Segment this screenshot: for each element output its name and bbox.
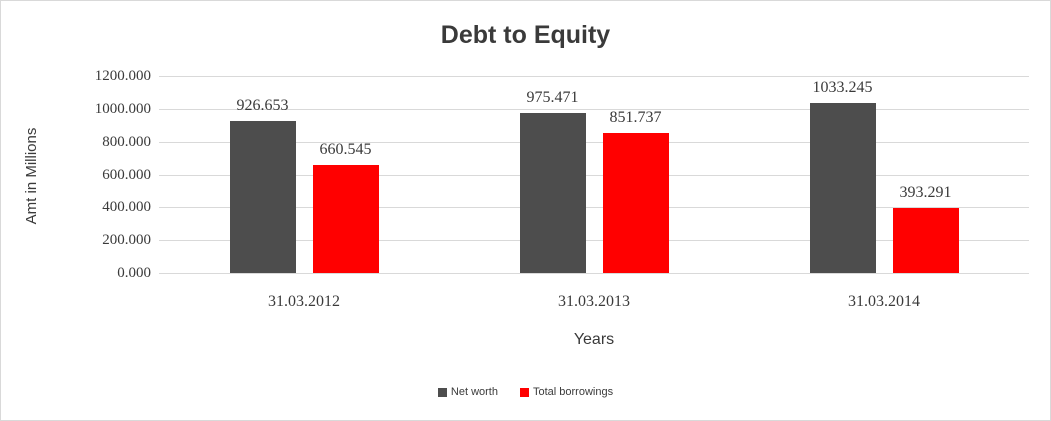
y-axis-tick-label: 200.000 xyxy=(102,232,151,249)
y-axis-tick-labels: 1200.000 1000.000 800.000 600.000 400.000 200… xyxy=(49,69,151,281)
legend-swatch-icon xyxy=(437,387,447,397)
x-axis-title: Years xyxy=(573,331,615,348)
bar-value-label: 660.545 xyxy=(319,140,372,158)
x-axis-category-label: 31.03.2014 xyxy=(848,293,920,310)
y-axis-title: Amt in Millions xyxy=(23,127,40,225)
gridline xyxy=(159,240,1029,242)
y-axis-tick-label: 0.000 xyxy=(117,265,151,281)
y-axis-tick-label: 1000.000 xyxy=(94,100,151,117)
legend-item[interactable]: Total borrowings xyxy=(519,386,614,398)
bar-value-label: 393.291 xyxy=(899,184,952,202)
y-axis-tick-label: 600.000 xyxy=(102,166,151,183)
bar-value-label: 975.471 xyxy=(526,88,579,106)
plot-area: 926.653 660.545 975.471 851.737 1033.245 393.… xyxy=(159,76,1029,274)
bar[interactable] xyxy=(602,133,669,273)
gridline xyxy=(159,76,1029,77)
legend-label: Total borrowings xyxy=(532,386,614,398)
y-axis-tick-label: 400.000 xyxy=(102,199,151,216)
bar[interactable] xyxy=(312,164,379,273)
legend-swatch-icon xyxy=(519,387,529,397)
gridline xyxy=(159,207,1029,209)
x-axis-category-labels: 31.03.2012 31.03.2013 31.03.2014 xyxy=(159,293,1029,315)
y-axis-tick-label: 800.000 xyxy=(102,133,151,150)
bar[interactable] xyxy=(809,103,876,273)
x-axis-category-label: 31.03.2012 xyxy=(268,293,340,310)
bar-value-label: 926.653 xyxy=(236,96,289,114)
y-axis-tick-label: 1200.000 xyxy=(94,68,151,84)
bar-value-label: 851.737 xyxy=(609,109,662,127)
gridline xyxy=(159,273,1029,274)
bar[interactable] xyxy=(519,112,586,273)
gridline xyxy=(159,141,1029,143)
bar-value-label: 1033.245 xyxy=(812,79,873,97)
legend-item[interactable]: Net worth xyxy=(437,386,498,398)
bar[interactable] xyxy=(229,120,296,273)
chart-title: Debt to Equity xyxy=(440,21,611,49)
legend-label: Net worth xyxy=(450,386,498,398)
gridline xyxy=(159,174,1029,176)
x-axis-category-label: 31.03.2013 xyxy=(558,293,630,310)
bar[interactable] xyxy=(892,208,959,273)
chart-legend: Net worth Total borrowings xyxy=(1,386,1050,398)
gridline xyxy=(159,108,1029,110)
